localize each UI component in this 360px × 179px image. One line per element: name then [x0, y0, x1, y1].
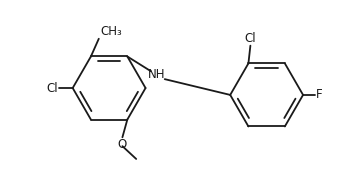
Text: O: O	[118, 138, 127, 151]
Text: F: F	[316, 88, 323, 101]
Text: Cl: Cl	[46, 81, 58, 95]
Text: NH: NH	[148, 68, 166, 81]
Text: CH₃: CH₃	[101, 25, 122, 38]
Text: Cl: Cl	[244, 32, 256, 45]
